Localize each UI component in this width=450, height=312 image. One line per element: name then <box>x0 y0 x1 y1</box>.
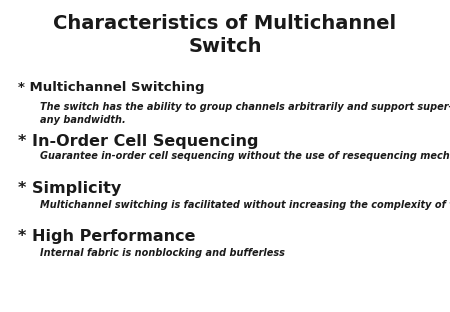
Text: * In-Order Cell Sequencing: * In-Order Cell Sequencing <box>18 134 258 149</box>
Text: Multichannel switching is facilitated without increasing the complexity of the s: Multichannel switching is facilitated wi… <box>40 200 450 210</box>
Text: * Multichannel Switching: * Multichannel Switching <box>18 81 204 94</box>
Text: Characteristics of Multichannel
Switch: Characteristics of Multichannel Switch <box>54 14 396 56</box>
Text: * Simplicity: * Simplicity <box>18 181 121 196</box>
Text: Guarantee in-order cell sequencing without the use of resequencing mechanism: Guarantee in-order cell sequencing witho… <box>40 151 450 161</box>
Text: * High Performance: * High Performance <box>18 229 195 244</box>
Text: The switch has the ability to group channels arbitrarily and support super-rate : The switch has the ability to group chan… <box>40 102 450 125</box>
Text: Internal fabric is nonblocking and bufferless: Internal fabric is nonblocking and buffe… <box>40 248 285 258</box>
